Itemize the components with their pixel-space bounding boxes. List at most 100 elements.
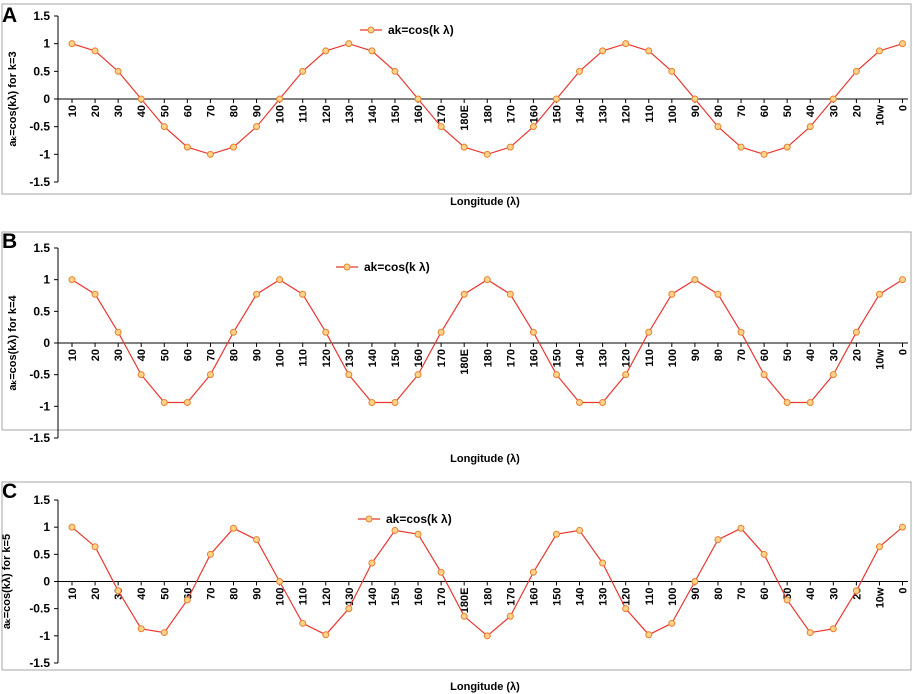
panel-a-data-point [529,123,537,131]
panel-a-data-point [829,95,837,103]
panel-b-x-tick-label: 170 [436,349,448,367]
panel-b-data-point [714,290,722,298]
panel-c-data-point [806,629,814,637]
panel-c-data-point [899,523,907,531]
panel-c-data-point [529,568,537,576]
panel-b-data-point [229,328,237,336]
panel-b-x-tick-label: 90 [252,349,264,361]
panel-a-x-tick-label: 100 [275,105,287,123]
panel-c-data-point [483,632,491,640]
panel-b-x-tick-label: 70 [736,349,748,361]
panel-c-data-point [460,612,468,620]
panel-a-data-point [391,67,399,75]
panel-c-legend-label: ak=cos(k λ) [386,512,452,526]
panel-c-y-tick-label: 1.5 [33,493,50,507]
panel-b-data-point [645,328,653,336]
panel-a-y-tick-label: 0 [43,92,50,106]
panel-c-data-point [91,543,99,551]
panel-c-data-point [576,526,584,534]
panel-c-x-tick-label: 120 [621,588,633,606]
panel-c-x-tick-label: 40 [136,588,148,600]
panel-a-data-point [437,123,445,131]
panel-a-x-tick-label: 0 [898,105,910,111]
panel-a-data-point [368,47,376,55]
panel-a-data-point [645,47,653,55]
panel-a-y-tick-label: 1.5 [33,9,50,23]
panel-b-data-point [737,328,745,336]
panel-c-data-point [229,524,237,532]
panel-c-x-tick-label: 10w [874,587,886,608]
panel-a-x-tick-label: 60 [182,105,194,117]
panel-c-frame [1,481,912,671]
panel-b-x-tick-label: 110 [644,349,656,367]
panel-b-data-point [829,371,837,379]
panel-c-data-point [599,559,607,567]
panel-b-data-point [322,328,330,336]
panel-c-data-point [160,629,168,637]
panel-a-letter: A [2,4,17,27]
panel-a-data-point [460,143,468,151]
panel-b-x-tick-label: 180 [482,349,494,367]
panel-c-x-tick-label: 80 [228,588,240,600]
panel-c-x-tick-label: 150 [390,588,402,606]
panel-b-data-point [691,276,699,284]
panel-b-y-tick-label: 0.5 [33,304,50,318]
panel-b-data-point [276,276,284,284]
panel-c-letter: C [2,480,17,503]
panel-a-data-point [760,150,768,158]
panel-a-data-point [206,150,214,158]
panel-a-x-tick-label: 160 [528,105,540,123]
panel-a-y-tick-label: -0.5 [29,120,50,134]
panel-c-y-tick-label: -1.5 [29,656,50,670]
panel-a-data-point [322,47,330,55]
panel-a-x-tick-label: 60 [759,105,771,117]
panel-a-legend-label: ak=cos(k λ) [388,23,454,37]
panel-a-data-point [899,40,907,48]
panel-a-legend-marker [367,26,375,34]
panel-c-x-tick-label: 20 [90,588,102,600]
panel-c-x-tick-label: 10 [67,588,79,600]
panel-b-x-tick-label: 30 [113,349,125,361]
panel-a-data-point [599,47,607,55]
panel-c-data-point [276,578,284,585]
panel-b-data-point [391,399,399,407]
panel-b-data-point [506,290,514,298]
panel-a-x-tick-label: 20 [90,105,102,117]
panel-b-x-tick-label: 60 [759,349,771,361]
panel-c-data-point [322,631,330,639]
panel-c-x-tick-label: 100 [275,588,287,606]
panel-b-x-tick-label: 120 [321,349,333,367]
panel-a-data-point [160,123,168,131]
panel-b-data-point [137,371,145,379]
panel-b-data-point [114,328,122,336]
panel-a-data-point [737,143,745,151]
panel-c-data-point [368,559,376,567]
panel-b-y-tick-label: -1 [39,399,50,413]
panel-b-y-tick-label: 1.5 [33,241,50,255]
panel-b-x-tick-label: 0 [898,349,910,355]
panel-c-x-tick-label: 180E [459,588,471,614]
panel-b-x-tick-label: 90 [690,349,702,361]
panel-a-data-point [806,123,814,131]
panel-b-x-tick-label: 20 [851,349,863,361]
panel-a-x-tick-label: 170 [505,105,517,123]
panel-a-x-tick-label: 170 [436,105,448,123]
panel-b-data-point [852,328,860,336]
panel-c-data-point [552,530,560,538]
panel-c-data-point [114,587,122,595]
panel-c-y-tick-label: 1 [43,520,50,534]
panel-b-data-point [460,290,468,298]
panel-a-data-point [68,40,76,48]
panel-a-data-point [668,67,676,75]
panel-a-x-tick-label: 110 [298,105,310,123]
panel-b-data-point [483,276,491,284]
panel-c-x-tick-label: 140 [575,588,587,606]
panel-b-data-point [299,290,307,298]
panel-a-x-tick-label: 180E [459,105,471,131]
panel-a-x-tick-label: 140 [367,105,379,123]
panel-a-data-point [345,40,353,48]
panel-b-data-point [368,399,376,407]
panel-c-data-point [299,619,307,627]
panel-a-data-point [183,143,191,151]
panel-b-x-tick-label: 100 [667,349,679,367]
